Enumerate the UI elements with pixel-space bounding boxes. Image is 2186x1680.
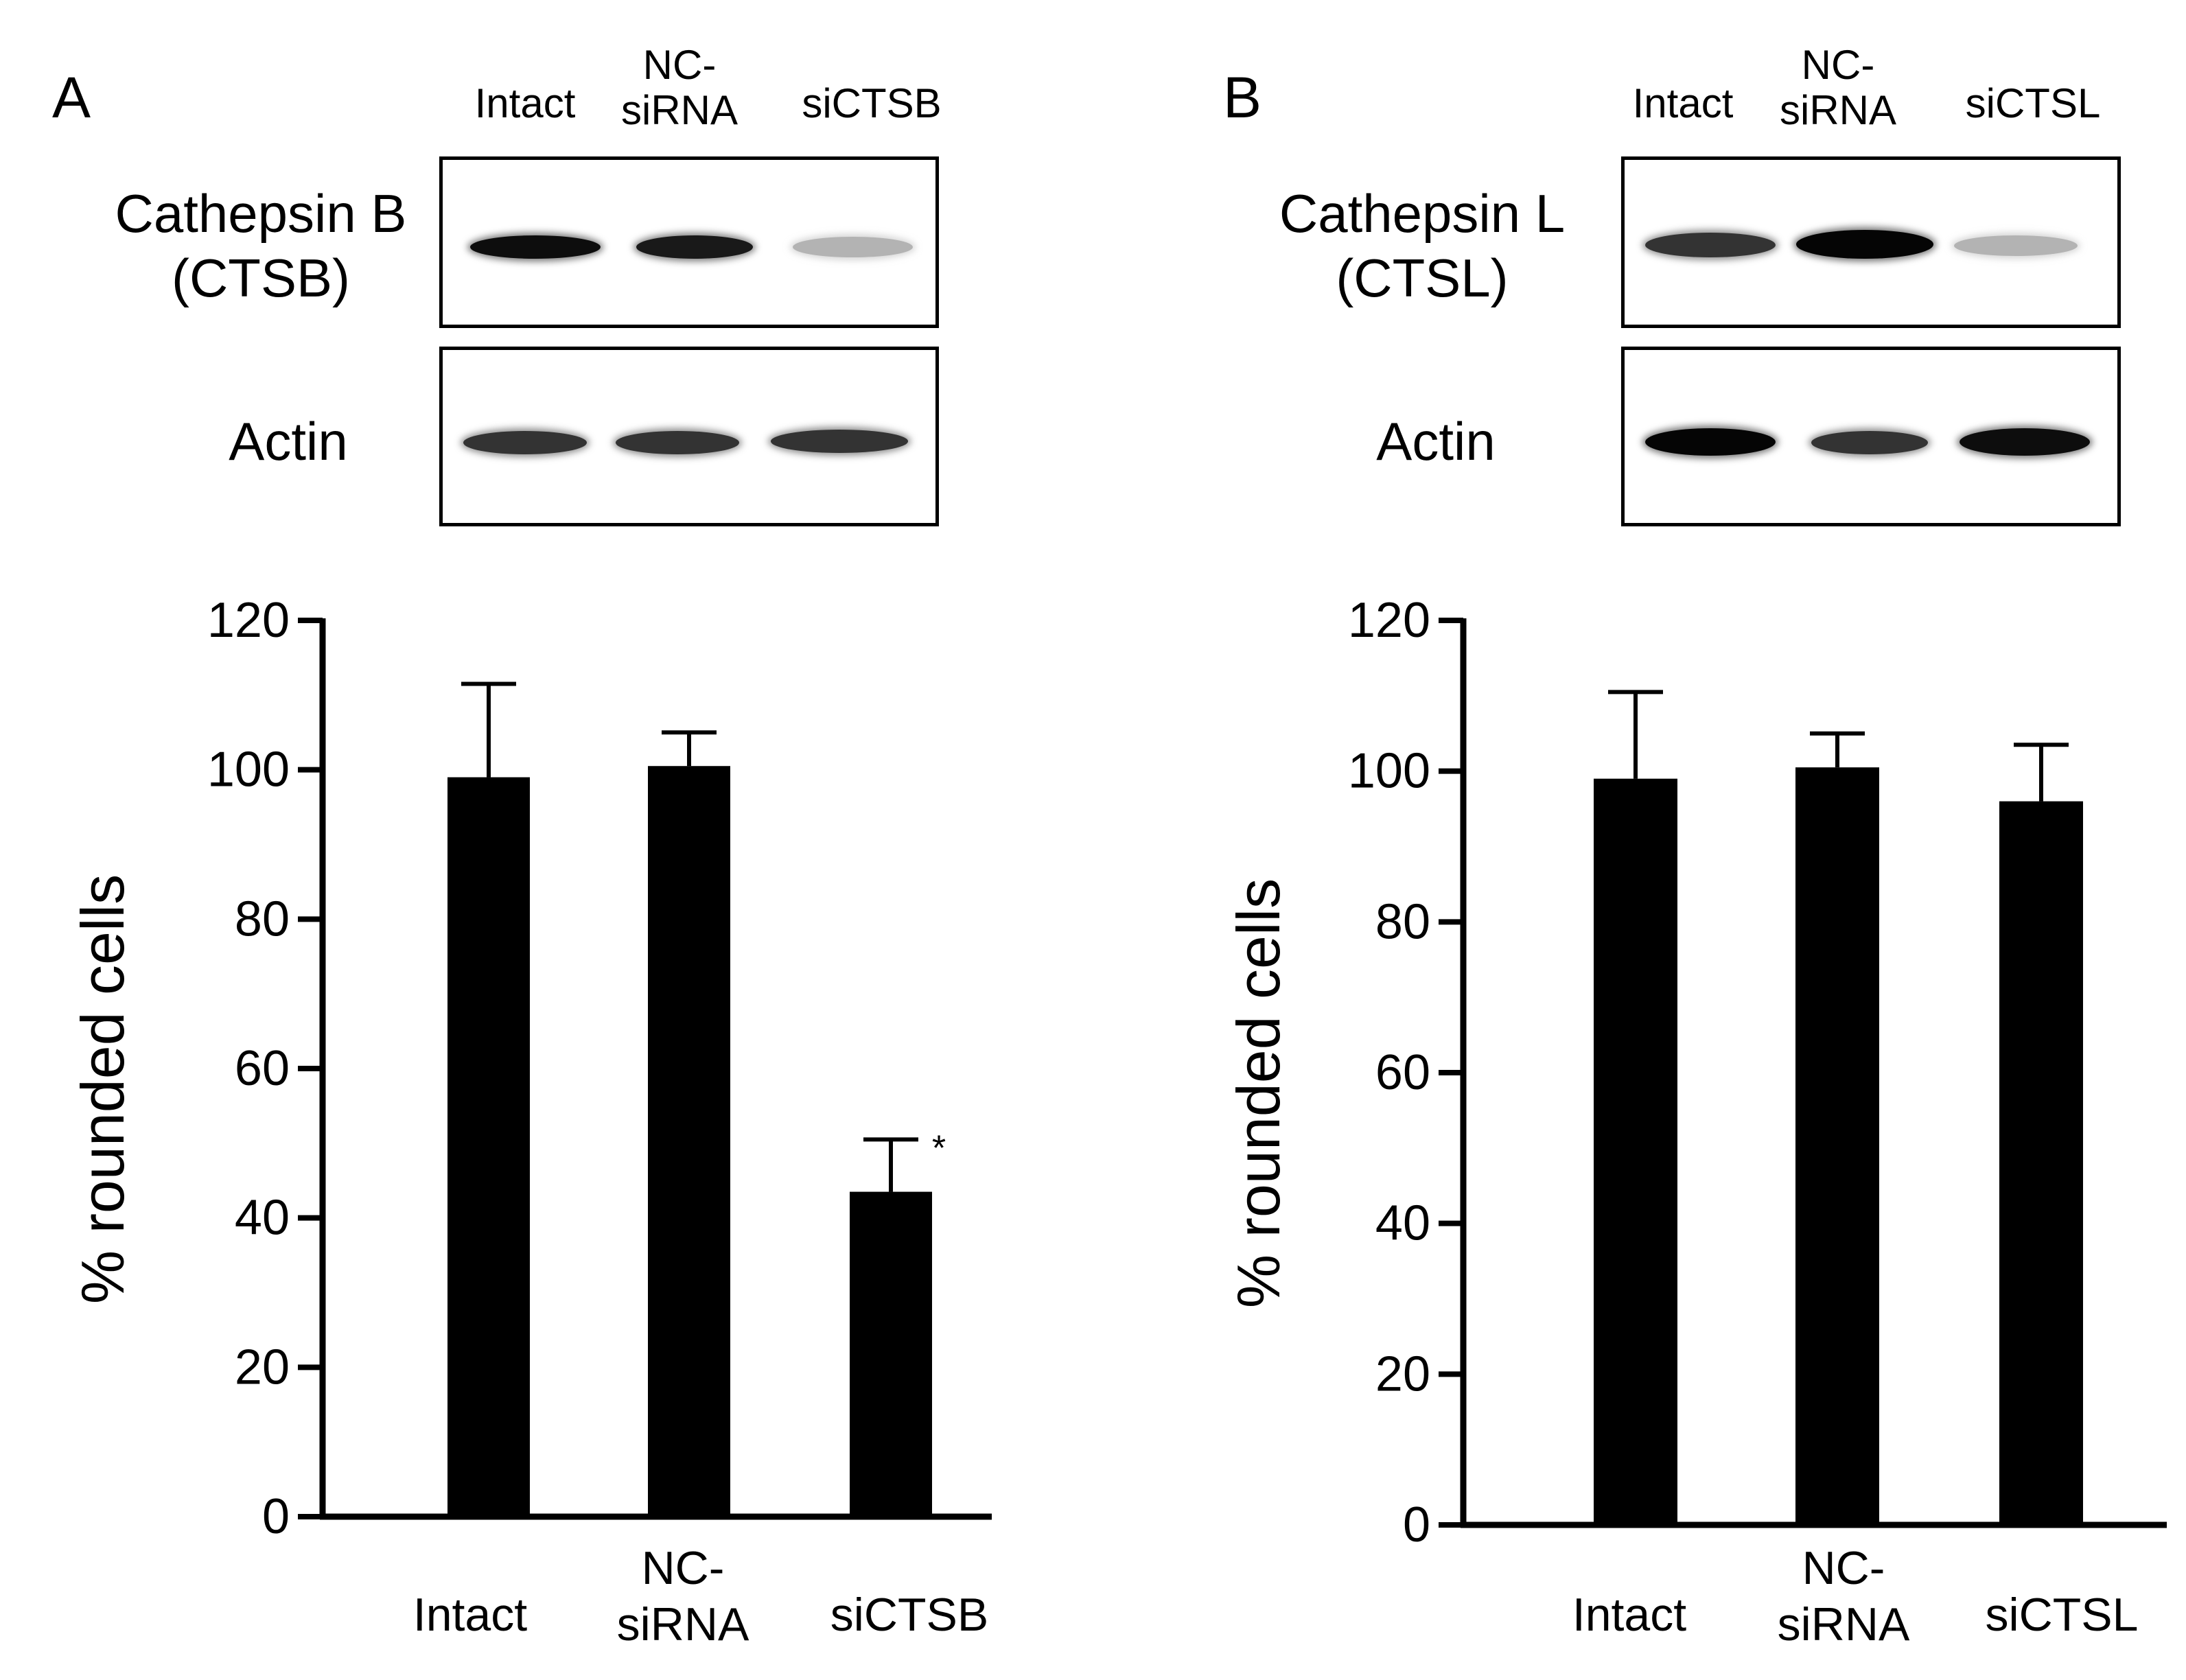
significance-annotation: * xyxy=(932,1128,946,1168)
lane-label-nc-sirna: NC- siRNA xyxy=(1779,42,1896,133)
blot-band xyxy=(1645,233,1776,257)
panel-letter: B xyxy=(1223,65,1262,130)
y-tick-label: 60 xyxy=(235,1041,290,1096)
x-tick-label: siCTSL xyxy=(1986,1589,2139,1641)
y-axis-label: % rounded cells xyxy=(69,874,137,1304)
x-tick-label: Intact xyxy=(413,1589,527,1641)
x-tick-label: siCTSB xyxy=(830,1589,988,1641)
blot-box-actin xyxy=(1621,347,2121,526)
y-tick-label: 0 xyxy=(1403,1497,1430,1552)
lane-label-intact: Intact xyxy=(474,80,576,126)
bar xyxy=(1795,767,1879,1525)
y-tick-label: 60 xyxy=(1375,1045,1430,1100)
blot-band xyxy=(793,237,913,257)
y-tick-label: 20 xyxy=(235,1340,290,1395)
lane-label-nc-sirna: NC- siRNA xyxy=(620,42,738,133)
panel-a: A Intact NC- siRNA siCTSB Cathepsin B (C… xyxy=(52,42,992,1650)
blot-band xyxy=(616,431,739,454)
lane-label-intact: Intact xyxy=(1632,80,1734,126)
y-tick-label: 80 xyxy=(1375,894,1430,949)
y-tick-label: 100 xyxy=(207,743,290,797)
blot-label-actin: Actin xyxy=(1376,411,1496,471)
bar xyxy=(648,766,730,1517)
y-tick-label: 20 xyxy=(1375,1346,1430,1401)
x-tick-label: NC-siRNA xyxy=(617,1542,749,1650)
lane-label-sictsb: siCTSB xyxy=(802,80,942,126)
x-tick-label: NC-siRNA xyxy=(1778,1542,1910,1650)
blot-band xyxy=(1645,428,1776,456)
blot-band xyxy=(463,431,587,454)
blot-band xyxy=(1811,431,1928,454)
y-tick-label: 0 xyxy=(262,1489,290,1544)
y-tick-label: 100 xyxy=(1348,744,1430,799)
y-tick-label: 40 xyxy=(1375,1196,1430,1251)
panel-b: B Intact NC- siRNA siCTSL Cathepsin L (C… xyxy=(1093,0,2185,1680)
blot-band xyxy=(771,430,908,453)
blot-band xyxy=(1954,235,2078,256)
blot-band xyxy=(636,235,753,259)
y-tick-label: 120 xyxy=(207,593,290,648)
blot-label-cathepsin-l: Cathepsin L (CTSL) xyxy=(1279,183,1566,308)
y-tick-label: 120 xyxy=(1348,593,1430,648)
blot-band xyxy=(1796,230,1933,259)
y-axis-label: % rounded cells xyxy=(1224,878,1292,1308)
y-tick-label: 40 xyxy=(235,1191,290,1246)
lane-label-sictsl: siCTSL xyxy=(1965,80,2101,126)
blot-band xyxy=(470,235,601,259)
y-tick-label: 80 xyxy=(235,891,290,946)
x-tick-label: Intact xyxy=(1572,1589,1686,1641)
blot-band xyxy=(1960,428,2090,456)
blot-label-actin: Actin xyxy=(229,411,348,471)
blot-label-cathepsin-b: Cathepsin B (CTSB) xyxy=(115,183,407,308)
panel-letter: A xyxy=(52,65,91,130)
bar xyxy=(850,1191,932,1517)
bar-chart: * 0 20 40 60 80 100 120 % rounded cells Intact NC-… xyxy=(69,593,992,1650)
blot-box-cathepsin-b xyxy=(439,156,939,328)
blot-box-cathepsin-l xyxy=(1621,156,2121,328)
bar xyxy=(1594,778,1677,1525)
bar xyxy=(1999,801,2083,1525)
blot-box-actin xyxy=(439,347,939,526)
bar-chart: 0 20 40 60 80 100 120 % rounded cells Intact NC-s… xyxy=(1224,593,2167,1650)
bar xyxy=(447,777,530,1517)
